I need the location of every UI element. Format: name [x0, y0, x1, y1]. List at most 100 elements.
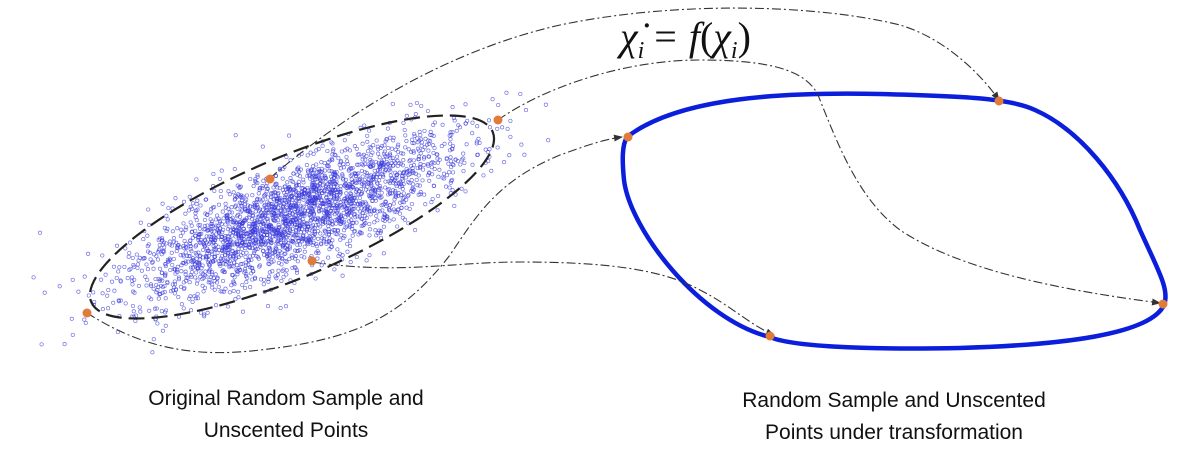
- sample-point: [150, 260, 155, 265]
- sample-point: [244, 209, 249, 214]
- sample-point: [206, 258, 211, 263]
- sample-point: [422, 128, 427, 133]
- sample-point: [109, 279, 115, 284]
- sample-point: [296, 238, 301, 243]
- sample-point: [435, 152, 440, 157]
- sample-point: [215, 213, 220, 218]
- sample-point: [373, 196, 378, 201]
- sample-point: [336, 156, 341, 161]
- sample-point: [225, 215, 230, 220]
- sample-point: [363, 157, 368, 162]
- sample-point: [242, 231, 247, 236]
- sample-point: [324, 195, 329, 200]
- sample-point: [249, 235, 255, 240]
- sample-point: [347, 211, 352, 216]
- sample-point: [282, 229, 287, 234]
- sample-point: [188, 247, 193, 252]
- sample-point: [207, 227, 212, 232]
- sample-point: [268, 203, 273, 208]
- sample-point: [246, 224, 251, 229]
- sample-point: [127, 267, 132, 272]
- sample-point: [343, 177, 348, 182]
- sample-point: [395, 207, 400, 212]
- sample-point: [374, 180, 380, 185]
- sample-point: [289, 195, 294, 200]
- sample-point: [238, 253, 244, 258]
- sample-point: [103, 272, 108, 277]
- sample-point: [264, 184, 269, 189]
- sample-point: [172, 282, 178, 287]
- sample-point: [411, 182, 416, 187]
- sample-point: [331, 228, 336, 233]
- sample-point: [163, 262, 168, 267]
- sample-point: [381, 251, 386, 256]
- sample-point: [190, 256, 195, 261]
- sample-point: [286, 202, 291, 207]
- sample-point: [190, 299, 195, 304]
- sample-point: [336, 253, 341, 259]
- sample-point: [206, 280, 211, 285]
- sample-point: [216, 284, 221, 290]
- sample-point: [388, 135, 393, 140]
- sample-point: [273, 247, 278, 252]
- sample-point: [406, 147, 411, 152]
- sample-point: [220, 269, 225, 274]
- sample-point: [278, 195, 283, 201]
- sample-point: [156, 238, 161, 243]
- sample-point: [265, 186, 270, 191]
- sample-point: [204, 234, 209, 239]
- sample-point: [194, 218, 199, 223]
- sample-point: [132, 277, 137, 282]
- sample-point: [262, 211, 267, 216]
- sample-point: [252, 204, 257, 209]
- sample-point: [353, 180, 358, 185]
- sample-point: [244, 193, 249, 198]
- sample-point: [375, 144, 380, 149]
- sample-point: [417, 183, 422, 188]
- sample-point: [352, 228, 357, 234]
- sample-point: [171, 256, 176, 262]
- sample-point: [255, 172, 260, 178]
- sample-point: [357, 180, 362, 185]
- sample-point: [386, 145, 391, 151]
- sample-point: [164, 241, 169, 246]
- sample-point: [383, 167, 388, 172]
- sample-point: [354, 187, 359, 192]
- sample-point: [204, 254, 209, 259]
- sample-point: [168, 239, 173, 244]
- sample-point: [195, 198, 200, 203]
- sample-point: [132, 264, 137, 269]
- sample-point: [350, 220, 355, 225]
- sample-point: [362, 177, 367, 183]
- sample-point: [194, 243, 199, 248]
- sample-point: [279, 278, 284, 283]
- sample-point: [271, 191, 276, 196]
- sample-point: [250, 224, 255, 229]
- sample-point: [82, 274, 87, 279]
- sample-point: [210, 285, 215, 290]
- sample-point: [283, 208, 288, 213]
- sample-point: [352, 144, 357, 149]
- sample-point: [404, 138, 409, 144]
- sample-point: [396, 193, 401, 198]
- sample-point: [379, 190, 384, 195]
- sample-point: [163, 308, 169, 313]
- sample-point: [311, 182, 316, 187]
- sample-point: [339, 219, 344, 224]
- sample-point: [330, 141, 335, 146]
- sample-point: [341, 210, 346, 215]
- sample-point: [208, 240, 213, 245]
- sample-point: [178, 284, 184, 289]
- sample-point: [187, 280, 192, 285]
- sample-point: [363, 200, 368, 205]
- sample-point: [384, 136, 389, 142]
- sample-point: [415, 140, 420, 145]
- sample-point: [310, 194, 315, 199]
- sample-point: [343, 215, 348, 220]
- sample-point: [242, 218, 247, 223]
- sample-point: [383, 185, 388, 190]
- sample-point: [261, 282, 266, 287]
- sample-point: [410, 186, 415, 192]
- sample-point: [275, 185, 280, 190]
